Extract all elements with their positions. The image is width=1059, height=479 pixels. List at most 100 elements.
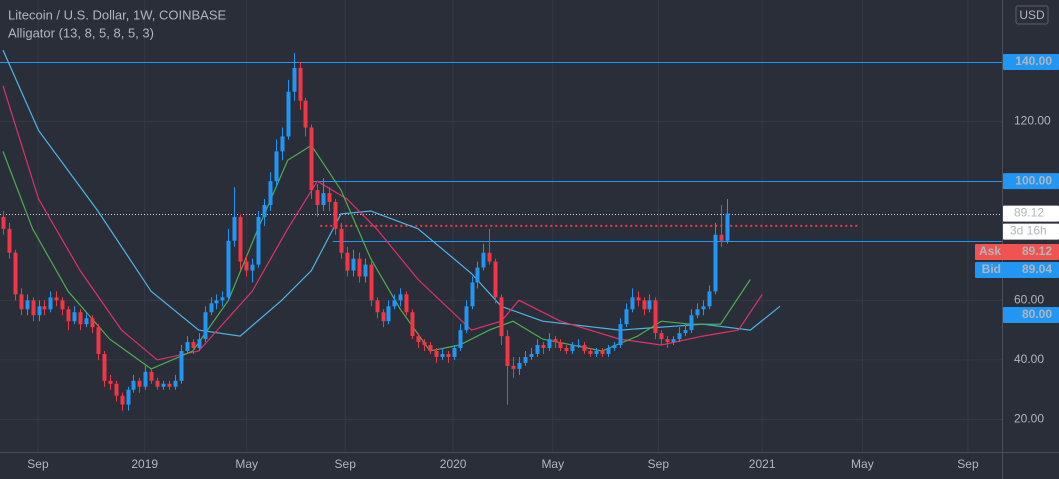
candle-body [576,345,581,347]
candle-body [446,353,451,357]
countdown-box [1003,223,1059,240]
candle-body [25,300,30,310]
candle-body [499,297,504,337]
candle-body [321,193,326,205]
x-tick-label: 2020 [440,457,467,471]
candle-body [268,181,273,205]
candle-body [600,350,605,354]
candle-body [642,300,647,310]
price-label: 80.00 [1022,307,1052,321]
candle-body [624,309,629,325]
candle-body [31,300,36,316]
candle-body [280,136,285,152]
candle-body [286,91,291,137]
candle-body [131,380,136,390]
candle-body [618,324,623,346]
candle-body [84,318,89,325]
candle-body [713,234,718,292]
candle-body [464,306,469,331]
y-tick-label: 60.00 [1014,293,1044,307]
candle-body [214,300,219,304]
candle-body [570,345,575,351]
candle-body [487,252,492,262]
last-price-label: 89.12 [1014,206,1044,220]
bid-name: Bid [982,262,1001,276]
candle-body [529,353,534,357]
candle-body [369,264,374,301]
candle-body [434,350,439,357]
candle-body [470,282,475,307]
candle-body [428,345,433,351]
candle-body [493,261,498,298]
candle-body [535,345,540,354]
indicator-line [2,85,763,361]
candle-body [262,204,267,217]
last-price-box [1003,205,1059,222]
candle-body [155,380,160,387]
plot-area [0,49,1002,411]
candle-body [630,297,635,310]
candle-body [191,342,196,349]
candle-body [410,312,415,337]
candle-body [458,330,463,349]
candle-body [606,348,611,354]
chart-title: Litecoin / U.S. Dollar, 1W, COINBASE [8,7,227,22]
candle-body [96,327,101,354]
candle-body [48,297,53,310]
candle-body [274,151,279,182]
candle-body [54,297,59,301]
candle-body [523,356,528,363]
candle-body [363,264,368,277]
y-tick-label: 40.00 [1014,352,1044,366]
candle-body [517,362,522,369]
price-label-box [1003,53,1059,70]
candle-body [553,339,558,343]
candle-body [238,216,243,262]
x-tick-label: Sep [957,457,979,471]
x-tick-label: 2021 [749,457,776,471]
candle-body [558,342,563,349]
candle-body [226,240,231,298]
candle-body [256,216,261,265]
candle-body [250,264,255,271]
candle-body [671,339,676,343]
candle-body [232,216,237,241]
candle-body [7,228,12,253]
candle-body [351,258,356,271]
candle-body [582,345,587,351]
candle-body [173,380,178,387]
candle-body [42,306,47,310]
candle-body [37,306,42,316]
bid-box [975,262,1059,278]
candle-body [108,380,113,384]
candle-body [102,353,107,381]
ask-value: 89.12 [1022,244,1052,258]
candle-body [375,300,380,313]
candle-body [564,348,569,351]
candle-body [381,312,386,322]
currency[interactable]: USD [1019,8,1045,22]
candle-body [452,348,457,357]
candle-body [594,350,599,354]
candle-body [392,300,397,307]
currency-box[interactable] [1015,5,1049,25]
x-tick-label: 2019 [131,457,158,471]
candle-body [209,303,214,313]
candle-body [1,216,6,229]
candle-body [422,342,427,346]
candle-body [707,291,712,307]
candle-body [653,300,658,334]
candle-body [309,127,314,191]
grid [0,0,1002,452]
candle-body [612,345,617,349]
candle-body [137,380,142,387]
ask-box [975,244,1059,260]
candle-body [149,371,154,381]
x-tick-label: May [235,457,258,471]
candle-body [404,294,409,313]
y-tick-label: 20.00 [1014,412,1044,426]
y-tick-label: 120.00 [1014,114,1051,128]
candle-body [143,371,148,387]
